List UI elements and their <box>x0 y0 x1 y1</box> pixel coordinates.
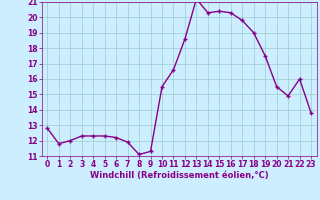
X-axis label: Windchill (Refroidissement éolien,°C): Windchill (Refroidissement éolien,°C) <box>90 171 268 180</box>
